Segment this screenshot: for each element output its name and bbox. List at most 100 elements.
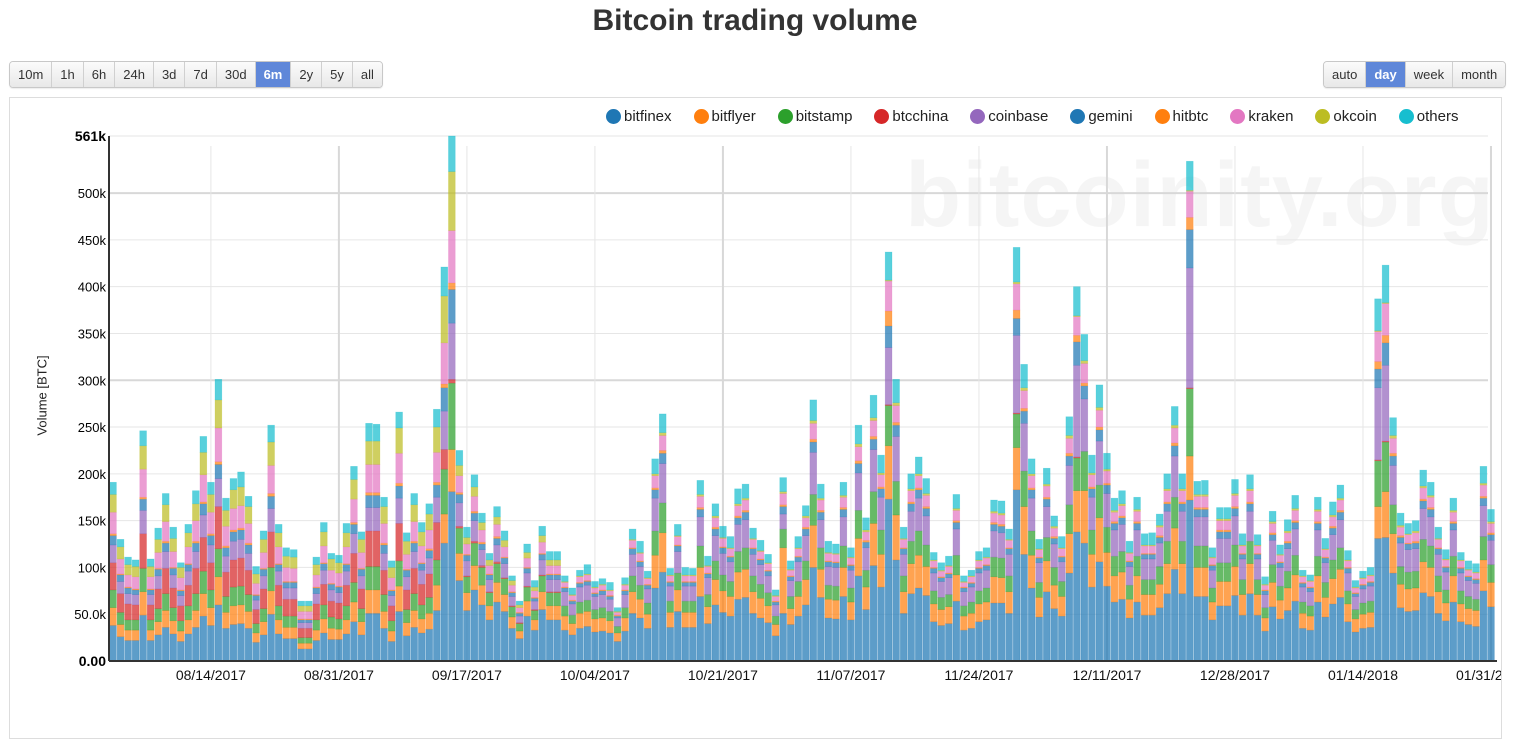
bar-segment-coinbase bbox=[425, 557, 433, 575]
bar-segment-others bbox=[892, 379, 900, 404]
bar-segment-coinbase bbox=[1073, 364, 1081, 458]
bar-segment-btcchina bbox=[207, 562, 215, 591]
range-button-6m[interactable]: 6m bbox=[254, 62, 291, 87]
aggregation-button-auto[interactable]: auto bbox=[1324, 62, 1366, 87]
aggregation-button-day[interactable]: day bbox=[1365, 62, 1405, 87]
bar-segment-bitstamp bbox=[832, 585, 840, 601]
bar-segment-bitstamp bbox=[990, 556, 998, 578]
bar-segment-gemini bbox=[847, 565, 855, 571]
bar-segment-bitflyer bbox=[726, 596, 735, 617]
legend-item-bitflyer[interactable]: bitflyer bbox=[693, 108, 756, 125]
bar-segment-bitflyer bbox=[297, 642, 305, 650]
x-tick-label: 09/17/2017 bbox=[432, 667, 502, 683]
bar-segment-bitstamp bbox=[613, 626, 622, 634]
legend-item-btcchina[interactable]: btcchina bbox=[874, 108, 948, 125]
bar-segment-kraken bbox=[674, 536, 682, 546]
bar-segment-bitstamp bbox=[395, 560, 403, 587]
bar-segment-others bbox=[1178, 473, 1186, 490]
aggregation-button-week[interactable]: week bbox=[1404, 62, 1453, 87]
bar-segment-kraken bbox=[1178, 490, 1186, 503]
bar-segment-others bbox=[470, 474, 479, 488]
range-button-1h[interactable]: 1h bbox=[51, 62, 83, 87]
bar-segment-kraken bbox=[162, 521, 170, 542]
bar-segment-bitflyer bbox=[124, 629, 132, 641]
bar-segment-coinbase bbox=[952, 528, 961, 556]
bar-segment-coinbase bbox=[116, 581, 125, 594]
bar-segment-btcchina bbox=[395, 523, 403, 562]
legend-item-hitbtc[interactable]: hitbtc bbox=[1154, 108, 1208, 125]
bar-segment-gemini bbox=[711, 528, 720, 536]
legend-dot-icon bbox=[1398, 109, 1414, 124]
bar-segment-bitfinex bbox=[237, 623, 245, 662]
bar-segment-others bbox=[1276, 544, 1284, 555]
legend-item-kraken[interactable]: kraken bbox=[1230, 108, 1293, 125]
bar-segment-gemini bbox=[365, 495, 373, 508]
bar-segment-bitflyer bbox=[689, 612, 697, 628]
bar-segment-coinbase bbox=[131, 594, 140, 606]
bar-segment-gemini bbox=[990, 524, 998, 532]
bar-segment-okcoin bbox=[809, 420, 817, 424]
bar-segment-gemini bbox=[1035, 557, 1043, 564]
bar-segment-bitfinex bbox=[975, 621, 983, 662]
range-button-7d[interactable]: 7d bbox=[184, 62, 216, 87]
legend-item-bitstamp[interactable]: bitstamp bbox=[777, 108, 852, 125]
bar-segment-bitfinex bbox=[207, 625, 215, 662]
bar-segment-bitflyer bbox=[1163, 563, 1171, 594]
legend-item-okcoin[interactable]: okcoin bbox=[1315, 108, 1377, 125]
bar-segment-others bbox=[1419, 469, 1427, 487]
bar-segment-coinbase bbox=[508, 596, 516, 607]
bar-segment-bitflyer bbox=[1464, 608, 1473, 625]
legend-item-gemini[interactable]: gemini bbox=[1070, 108, 1133, 125]
legend-item-bitfinex[interactable]: bitfinex bbox=[606, 108, 672, 125]
bar-segment-coinbase bbox=[1080, 398, 1089, 452]
range-button-2y[interactable]: 2y bbox=[290, 62, 322, 87]
bar-segment-coinbase bbox=[764, 575, 772, 593]
range-button-5y[interactable]: 5y bbox=[321, 62, 352, 87]
bar-segment-others bbox=[199, 436, 208, 453]
bar-segment-bitfinex bbox=[1103, 585, 1111, 662]
bar-segment-gemini bbox=[922, 508, 930, 517]
range-button-6h[interactable]: 6h bbox=[82, 62, 115, 87]
bar-segment-bitflyer bbox=[395, 585, 403, 612]
bar-segment-gemini bbox=[877, 488, 885, 498]
bar-segment-coinbase bbox=[1268, 539, 1277, 565]
range-button-24h[interactable]: 24h bbox=[114, 62, 153, 87]
bar-segment-bitstamp bbox=[937, 597, 946, 610]
range-button-30d[interactable]: 30d bbox=[215, 62, 255, 87]
bar-segment-kraken bbox=[146, 576, 155, 590]
bar-segment-btcchina bbox=[109, 562, 117, 591]
bar-segment-bitstamp bbox=[1404, 571, 1412, 590]
legend-item-coinbase[interactable]: coinbase bbox=[970, 108, 1048, 125]
bar-segment-kraken bbox=[990, 512, 998, 523]
aggregation-button-month[interactable]: month bbox=[1452, 62, 1506, 87]
bar-segment-okcoin bbox=[546, 559, 554, 566]
bar-segment-others bbox=[1043, 467, 1051, 485]
bar-segment-hitbtc bbox=[1374, 361, 1382, 370]
range-button-all[interactable]: all bbox=[351, 62, 382, 87]
bar-segment-others bbox=[546, 551, 554, 561]
range-button-10m[interactable]: 10m bbox=[10, 62, 52, 87]
bar-segment-others bbox=[674, 524, 682, 536]
bar-segment-gemini bbox=[945, 573, 953, 579]
bar-segment-gemini bbox=[259, 568, 268, 577]
bar-segment-bitstamp bbox=[184, 605, 192, 621]
bar-segment-bitflyer bbox=[636, 598, 644, 619]
bar-segment-bitstamp bbox=[515, 623, 524, 632]
bar-segment-bitstamp bbox=[1351, 609, 1360, 620]
bar-segment-gemini bbox=[689, 582, 697, 587]
bar-segment-kraken bbox=[1201, 495, 1209, 508]
bar-segment-coinbase bbox=[229, 540, 238, 561]
bar-segment-gemini bbox=[681, 582, 689, 587]
bar-segment-coinbase bbox=[1366, 585, 1375, 602]
bar-segment-kraken bbox=[1291, 510, 1299, 521]
bar-segment-gemini bbox=[869, 438, 878, 450]
bar-segment-others bbox=[975, 551, 983, 561]
bar-segment-hitbtc bbox=[1073, 335, 1081, 343]
bar-segment-kraken bbox=[915, 475, 923, 489]
bar-segment-bitstamp bbox=[192, 593, 200, 611]
legend-item-others[interactable]: others bbox=[1398, 108, 1458, 125]
bar-segment-hitbtc bbox=[1389, 452, 1397, 457]
bar-segment-coinbase bbox=[576, 586, 584, 603]
bar-segment-gemini bbox=[546, 574, 554, 580]
range-button-3d[interactable]: 3d bbox=[152, 62, 185, 87]
